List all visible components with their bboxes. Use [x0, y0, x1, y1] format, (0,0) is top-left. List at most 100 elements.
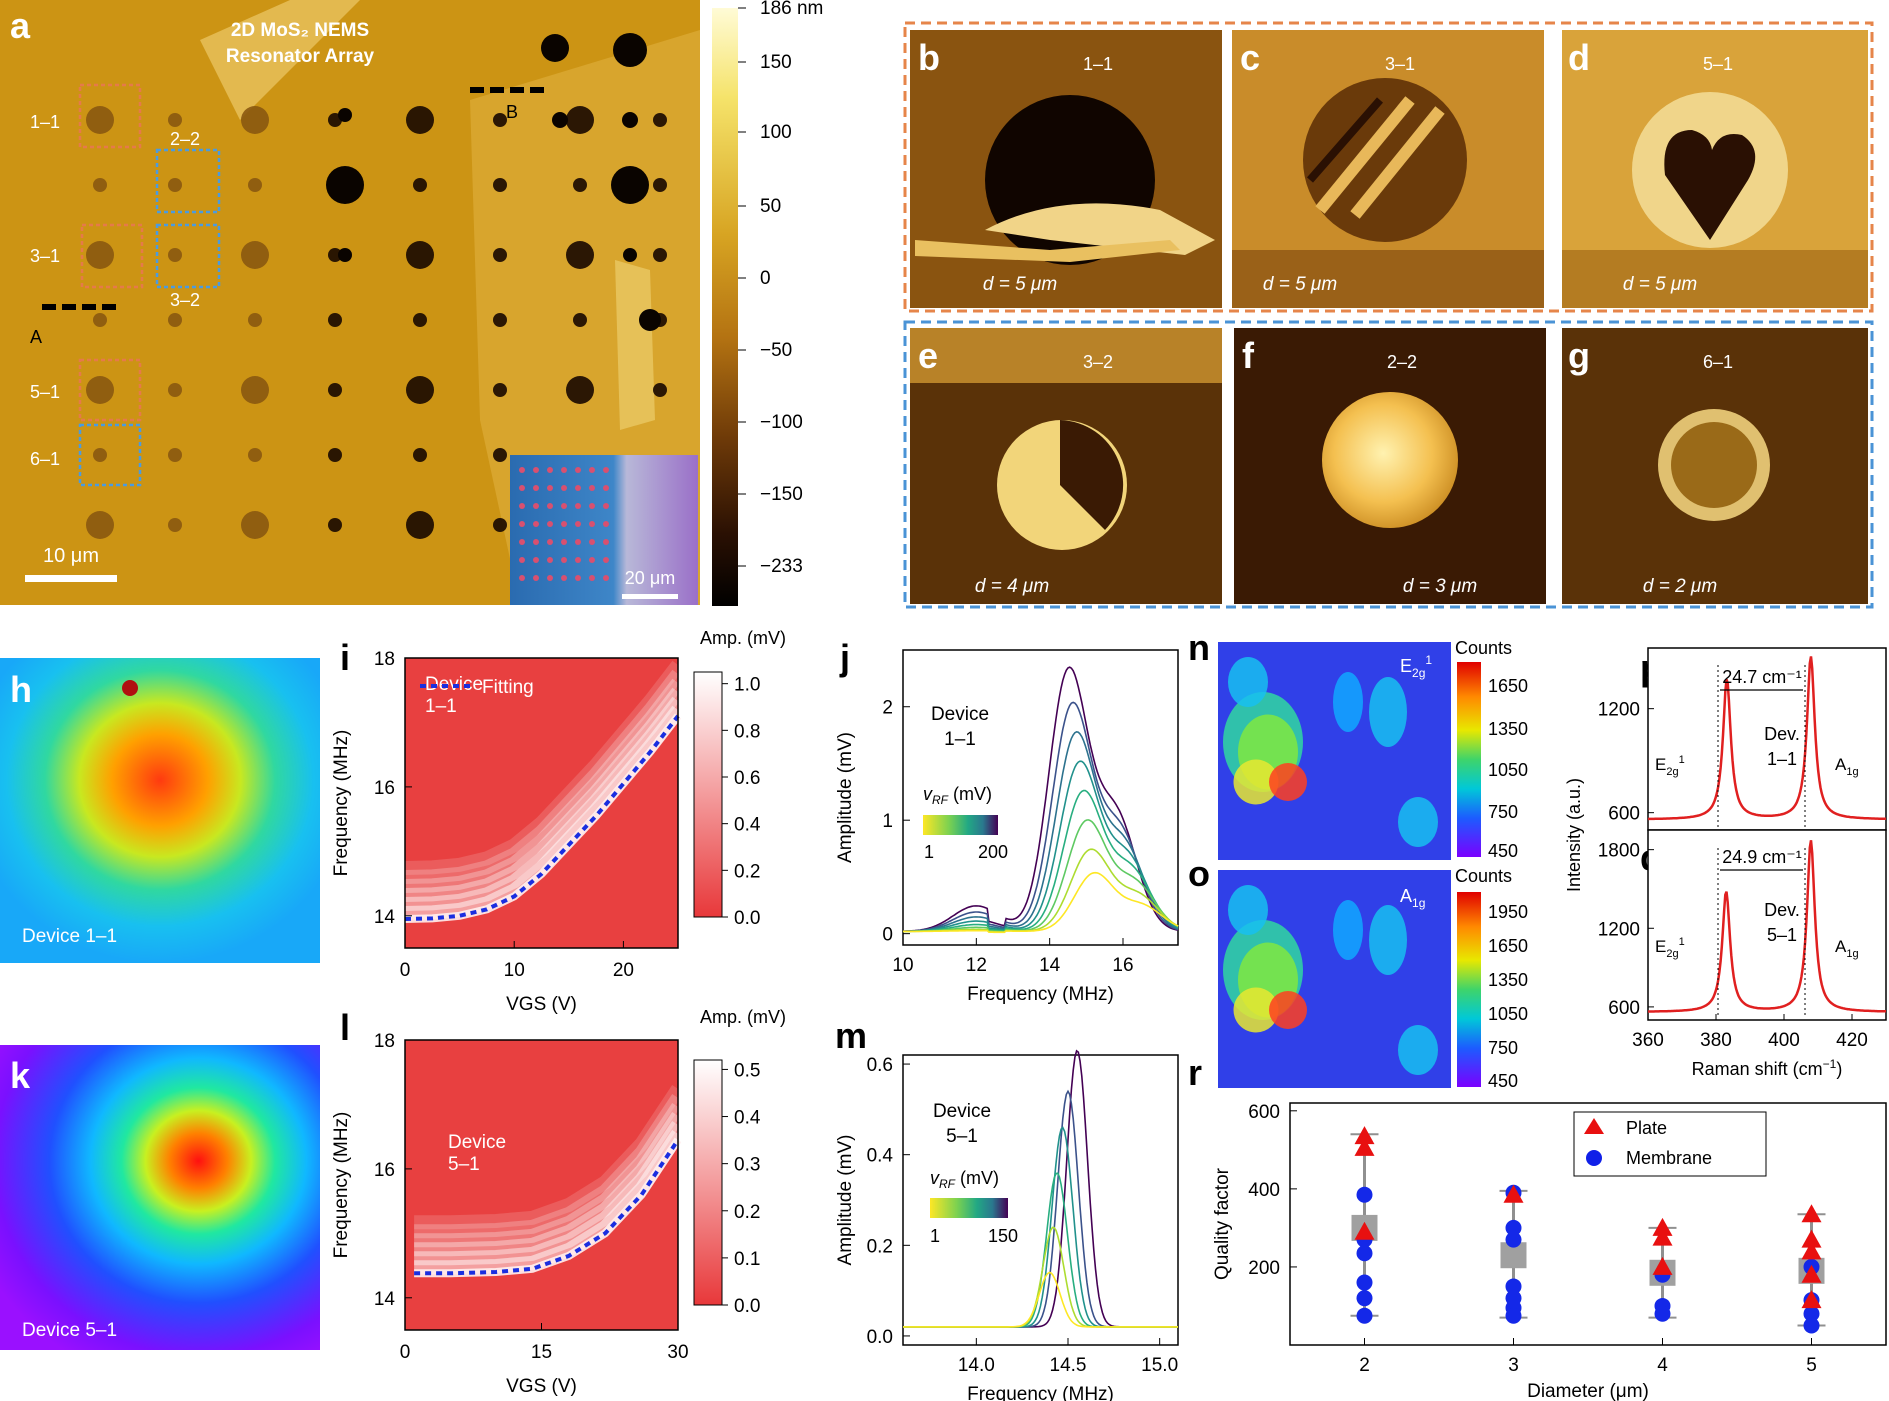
hole	[566, 106, 594, 134]
legend-membrane-icon	[1586, 1150, 1602, 1166]
inset-dots	[519, 467, 609, 581]
inset-dot	[575, 521, 581, 527]
blue-group-frame	[903, 320, 1874, 609]
panel-b: b 1–1 d = 5 μm	[910, 30, 1222, 308]
inset-dot	[519, 521, 525, 527]
caption-k: Device 5–1	[22, 1320, 117, 1341]
colorbar-ticks: 186 nm 150 100 50 0 −50 −100 −150 −233	[738, 0, 823, 577]
tick-n-450: 450	[1488, 841, 1518, 861]
x-tick-label: 14.5	[1050, 1355, 1087, 1376]
hole	[573, 313, 587, 327]
plate-point	[1354, 1126, 1375, 1145]
legend-membrane-label: Membrane	[1626, 1148, 1712, 1168]
colorbar-tick-label: 0.6	[734, 768, 760, 789]
marker-a-label: A	[30, 327, 42, 347]
inset-dot	[547, 575, 553, 581]
device-label-1-1: 1–1	[30, 112, 60, 132]
hole	[168, 313, 182, 327]
inset-dot	[547, 485, 553, 491]
hole	[248, 313, 262, 327]
panel-label-a: a	[10, 5, 31, 46]
plate-point	[1354, 1137, 1375, 1156]
x-tick-label: 360	[1632, 1030, 1664, 1051]
tick-n-1050: 1050	[1488, 760, 1528, 780]
colorbar-tick-label: −50	[760, 340, 792, 361]
q-factor-plot	[1350, 1126, 1826, 1334]
inset-dot	[547, 467, 553, 473]
vrf-min-m: 1	[930, 1226, 940, 1246]
vrf-max-j: 200	[978, 842, 1008, 862]
legend-plate-label: Plate	[1626, 1118, 1667, 1138]
hole	[168, 248, 182, 262]
hole	[248, 448, 262, 462]
panel-e: e 3–2 d = 4 μm	[910, 328, 1222, 604]
device-e: 3–2	[1083, 352, 1113, 372]
colorbar-tick-label: 0.0	[734, 908, 760, 929]
y-tick-label: 600	[1248, 1102, 1280, 1123]
y-tick-label: 16	[374, 1160, 395, 1181]
box-3-1	[80, 223, 144, 289]
diameter-d: d = 5 μm	[1623, 274, 1697, 295]
x-tick-label: 0	[400, 960, 411, 981]
panel-label-g: g	[1568, 335, 1590, 376]
inset-dot	[533, 521, 539, 527]
hole	[406, 106, 434, 134]
inset-dot	[519, 575, 525, 581]
large-hole	[611, 166, 649, 204]
colorbar-i	[693, 671, 723, 918]
tick-o-1650: 1650	[1488, 936, 1528, 956]
map-blob	[1228, 885, 1268, 935]
membrane-point	[1356, 1307, 1373, 1324]
hole	[493, 113, 507, 127]
map-blob	[1228, 657, 1268, 707]
map-blob	[1269, 991, 1307, 1029]
colorbar-tick-label: 0.5	[734, 1060, 760, 1081]
device-l-line1: Device	[448, 1132, 506, 1153]
device-d: 5–1	[1703, 54, 1733, 74]
inset-dot	[603, 503, 609, 509]
inset-dot	[589, 503, 595, 509]
device-c: 3–1	[1385, 54, 1415, 74]
inset-dot	[561, 539, 567, 545]
x-axis-label: Diameter (μm)	[1527, 1381, 1649, 1401]
colorbar-tick-label: 0.3	[734, 1155, 760, 1176]
panel-label-f: f	[1242, 335, 1255, 376]
panel-a: a 2D MoS₂ NEMS Resonator Array 1–1 2–2 3…	[0, 0, 823, 606]
inset-dot	[603, 521, 609, 527]
xlabel-pq: Raman shift (cm−1)	[1692, 1057, 1843, 1079]
ridge-band	[414, 1103, 684, 1248]
hole	[93, 178, 107, 192]
hole	[493, 448, 507, 462]
panel-m: m 14.0 14.5 15.0 0.0 0.2 0.4 0.6 Frequency (MHz…	[835, 1015, 1179, 1401]
spectrum-1mV	[903, 871, 1179, 934]
hole	[493, 313, 507, 327]
y-axis-label: Frequency (MHz)	[331, 1112, 352, 1259]
x-axis-label: VGS (V)	[506, 994, 577, 1015]
panel-o: o A1g Counts 1950 1650 1350 1050 750 450	[1188, 853, 1528, 1091]
map-blob	[1369, 905, 1407, 975]
frame-q	[1647, 829, 1887, 1021]
panel-n: n E2g1 Counts 1650 1350 1050 750 450	[1188, 627, 1528, 861]
hole	[413, 178, 427, 192]
inset-dot	[575, 575, 581, 581]
plate-point	[1652, 1227, 1673, 1246]
colorbar-l	[693, 1059, 723, 1306]
hole	[413, 448, 427, 462]
device-label-3-2: 3–2	[170, 290, 200, 310]
vrf-max-m: 150	[988, 1226, 1018, 1246]
marker-b-label: B	[506, 102, 518, 122]
x-tick-label: 15.0	[1141, 1355, 1178, 1376]
spectrum-170mV	[903, 701, 1179, 932]
inset-dot	[533, 575, 539, 581]
x-tick-label: 380	[1700, 1030, 1732, 1051]
panel-f: f 2–2 d = 3 μm	[1234, 328, 1546, 604]
y-tick-label: 600	[1608, 804, 1640, 825]
y-axis-label: Frequency (MHz)	[331, 730, 352, 877]
ridge-band	[414, 1112, 684, 1257]
panel-label-r: r	[1188, 1052, 1202, 1093]
hole	[653, 248, 667, 262]
x-tick-label: 10	[504, 960, 525, 981]
heatmap-l	[405, 1040, 678, 1330]
membrane-point	[1505, 1307, 1522, 1324]
cbar-title-i: Amp. (mV)	[700, 628, 786, 648]
